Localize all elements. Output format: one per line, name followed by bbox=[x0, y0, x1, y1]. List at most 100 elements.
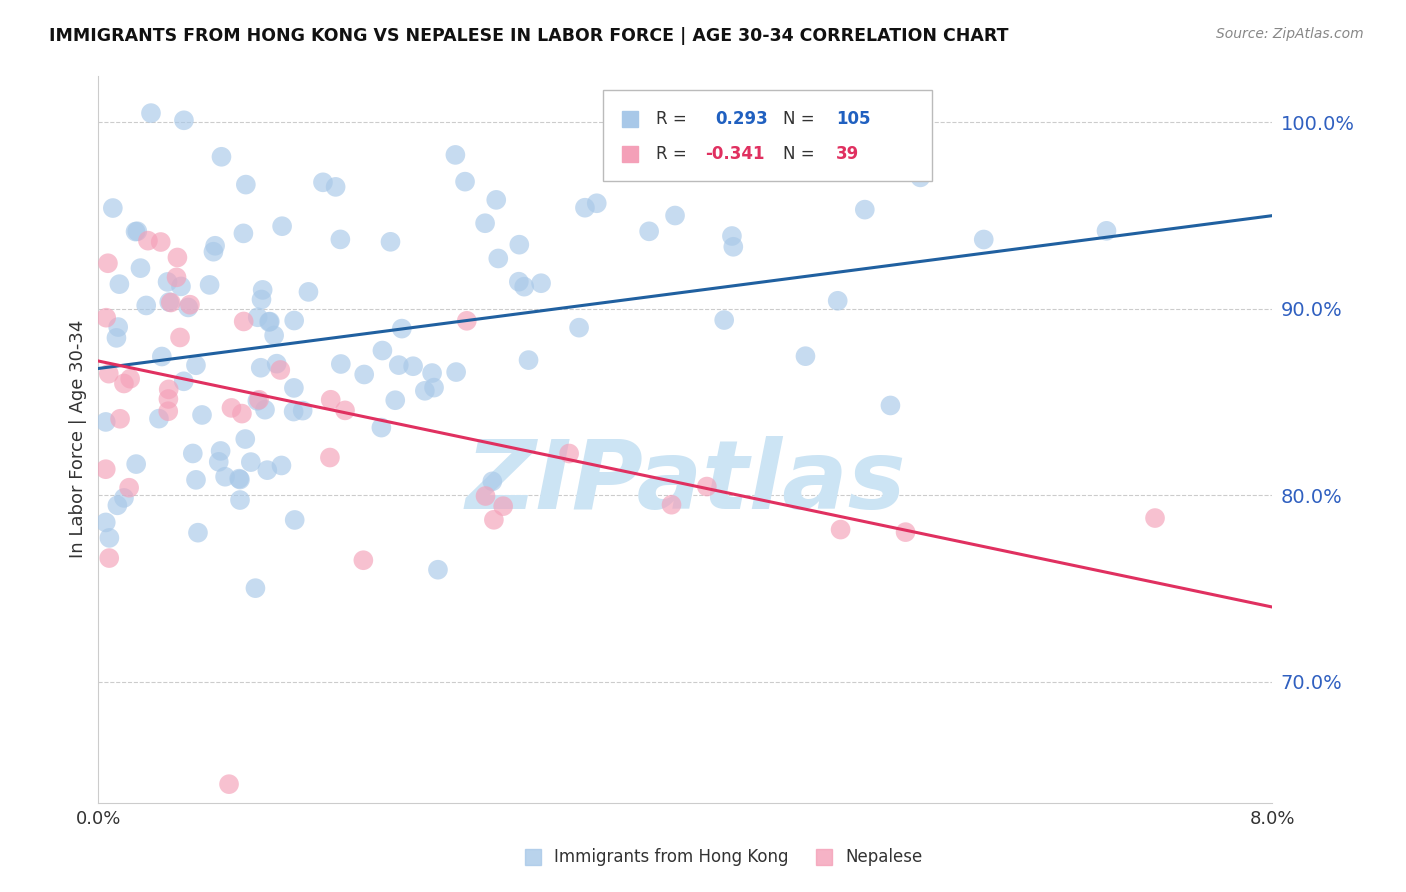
Text: ZIPatlas: ZIPatlas bbox=[465, 436, 905, 530]
Point bbox=[423, 381, 446, 395]
Point bbox=[420, 366, 443, 380]
Point bbox=[568, 320, 591, 334]
Point bbox=[402, 359, 425, 374]
Point bbox=[170, 279, 193, 293]
Point bbox=[794, 349, 817, 363]
Point bbox=[214, 469, 236, 483]
Point bbox=[508, 275, 530, 289]
Point bbox=[319, 450, 342, 465]
Point bbox=[253, 402, 276, 417]
Point bbox=[96, 310, 118, 325]
Point bbox=[127, 224, 149, 238]
Point bbox=[108, 411, 131, 425]
Point bbox=[249, 360, 271, 375]
Point bbox=[94, 516, 117, 530]
Point bbox=[252, 283, 274, 297]
Point bbox=[664, 209, 686, 223]
Point bbox=[235, 178, 257, 192]
Point bbox=[157, 295, 180, 310]
Point bbox=[830, 523, 852, 537]
Point bbox=[125, 457, 148, 471]
Point bbox=[283, 313, 305, 327]
Point bbox=[245, 581, 267, 595]
Text: Nepalese: Nepalese bbox=[845, 848, 922, 866]
Point bbox=[638, 224, 661, 238]
Point bbox=[352, 553, 374, 567]
Point bbox=[384, 393, 406, 408]
Point bbox=[94, 415, 117, 429]
Point bbox=[148, 411, 170, 425]
Y-axis label: In Labor Force | Age 30-34: In Labor Force | Age 30-34 bbox=[69, 320, 87, 558]
Point bbox=[1144, 511, 1167, 525]
Point bbox=[391, 321, 413, 335]
Text: 39: 39 bbox=[835, 145, 859, 163]
Point bbox=[256, 463, 278, 477]
Point bbox=[558, 446, 581, 460]
Point bbox=[191, 408, 214, 422]
Text: N =: N = bbox=[783, 145, 814, 163]
Point bbox=[246, 393, 269, 408]
Point bbox=[297, 285, 319, 299]
Text: Immigrants from Hong Kong: Immigrants from Hong Kong bbox=[554, 848, 789, 866]
Point bbox=[513, 279, 536, 293]
Point bbox=[283, 404, 305, 418]
Point bbox=[325, 180, 347, 194]
Point bbox=[202, 244, 225, 259]
Point bbox=[319, 392, 342, 407]
Point bbox=[456, 314, 478, 328]
FancyBboxPatch shape bbox=[603, 90, 932, 181]
Point bbox=[370, 420, 392, 434]
Point bbox=[108, 277, 131, 292]
Point bbox=[585, 196, 607, 211]
Point bbox=[208, 455, 231, 469]
Point bbox=[426, 563, 449, 577]
Text: N =: N = bbox=[783, 110, 814, 128]
Point bbox=[485, 193, 508, 207]
Point bbox=[173, 374, 195, 388]
Point bbox=[187, 525, 209, 540]
Point bbox=[353, 368, 375, 382]
Point bbox=[444, 148, 467, 162]
Point bbox=[574, 201, 596, 215]
Point bbox=[118, 481, 141, 495]
Point bbox=[270, 458, 292, 473]
Point bbox=[721, 229, 744, 244]
Point bbox=[312, 175, 335, 189]
Point bbox=[184, 358, 207, 372]
Point bbox=[517, 353, 540, 368]
Point bbox=[879, 399, 901, 413]
Point bbox=[136, 234, 159, 248]
Point bbox=[231, 407, 253, 421]
Text: -0.341: -0.341 bbox=[706, 145, 765, 163]
Point bbox=[271, 219, 294, 234]
Point bbox=[149, 235, 172, 249]
Point bbox=[486, 252, 509, 266]
Point bbox=[380, 235, 402, 249]
Point bbox=[159, 295, 181, 310]
Point bbox=[169, 330, 191, 344]
Text: Source: ZipAtlas.com: Source: ZipAtlas.com bbox=[1216, 27, 1364, 41]
Point bbox=[284, 513, 307, 527]
Point bbox=[444, 365, 467, 379]
Point bbox=[291, 403, 314, 417]
Point bbox=[481, 475, 503, 489]
Point bbox=[232, 314, 254, 328]
Point bbox=[166, 251, 188, 265]
Text: R =: R = bbox=[657, 110, 686, 128]
Point bbox=[177, 301, 200, 315]
Point bbox=[94, 462, 117, 476]
Point bbox=[98, 531, 121, 545]
Point bbox=[1095, 224, 1118, 238]
Point bbox=[454, 175, 477, 189]
Point bbox=[105, 331, 128, 345]
Point bbox=[239, 455, 262, 469]
Point bbox=[263, 328, 285, 343]
Point bbox=[135, 298, 157, 312]
Point bbox=[232, 227, 254, 241]
Point bbox=[97, 256, 120, 270]
Text: 0.293: 0.293 bbox=[714, 110, 768, 128]
Point bbox=[246, 310, 269, 325]
Point bbox=[198, 277, 221, 292]
Point bbox=[98, 551, 121, 566]
Point bbox=[250, 293, 273, 307]
